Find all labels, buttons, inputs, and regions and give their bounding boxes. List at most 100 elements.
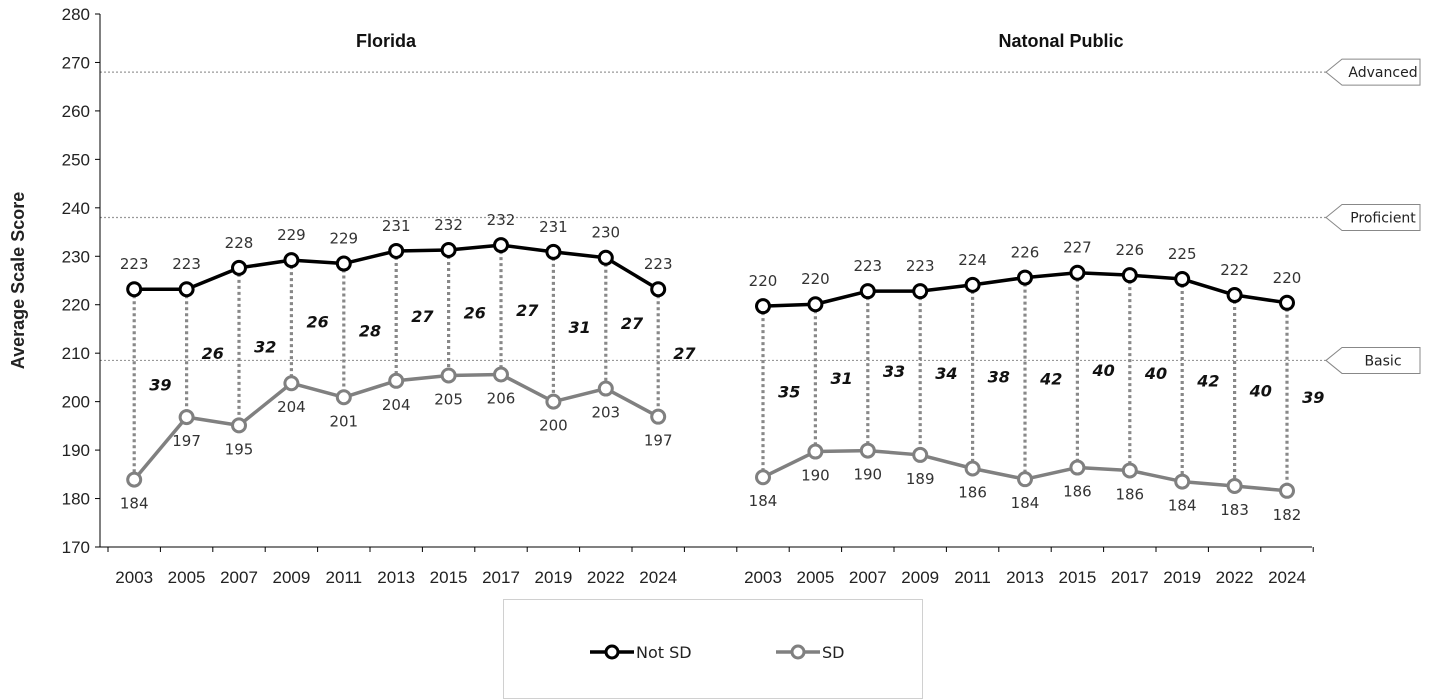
gap-label: 26 <box>306 313 328 332</box>
value-label-sd: 184 <box>1011 494 1040 512</box>
data-point-sd <box>1121 462 1138 479</box>
gap-label: 40 <box>1091 361 1114 380</box>
data-point-not-sd <box>650 281 667 298</box>
x-tick-label-2007: 2007 <box>849 568 887 587</box>
data-point-not-sd <box>440 241 457 258</box>
panel-title-0: Florida <box>356 31 417 51</box>
value-label-sd: 186 <box>958 484 987 502</box>
x-tick-label-2005: 2005 <box>796 568 834 587</box>
x-tick-label-2015: 2015 <box>1058 568 1096 587</box>
value-label-sd: 200 <box>539 417 568 435</box>
x-tick-label-2007: 2007 <box>220 568 258 587</box>
gap-label: 28 <box>359 321 381 340</box>
value-label-not-sd: 232 <box>487 211 516 229</box>
data-point-not-sd <box>597 249 614 266</box>
data-point-not-sd <box>493 237 509 254</box>
gap-label: 35 <box>778 383 800 402</box>
benchmark-tag-basic <box>1325 346 1421 374</box>
value-label-sd: 197 <box>644 432 673 450</box>
gap-label: 39 <box>1302 388 1324 407</box>
legend-label-not-sd: Not SD <box>636 642 692 662</box>
y-tick-label-190: 190 <box>62 441 90 460</box>
data-point-not-sd <box>178 281 195 298</box>
data-point-sd <box>859 442 876 459</box>
value-label-sd: 197 <box>172 432 201 450</box>
y-tick-label-280: 280 <box>62 5 90 24</box>
data-point-not-sd <box>1279 294 1295 311</box>
y-tick-label-180: 180 <box>62 490 90 509</box>
x-tick-label-2009: 2009 <box>901 568 939 587</box>
x-tick-label-2005: 2005 <box>168 568 206 587</box>
gap-label: 33 <box>883 362 905 381</box>
y-tick-label-210: 210 <box>62 344 90 363</box>
gap-label: 31 <box>830 369 852 388</box>
data-point-sd <box>283 375 300 392</box>
value-label-not-sd: 225 <box>1168 245 1197 263</box>
value-label-not-sd: 220 <box>749 272 778 290</box>
data-point-not-sd <box>126 281 143 298</box>
value-label-not-sd: 226 <box>1011 244 1040 262</box>
value-label-sd: 189 <box>906 470 935 488</box>
value-label-not-sd: 232 <box>434 216 463 234</box>
y-tick-label-220: 220 <box>62 296 90 315</box>
value-label-not-sd: 223 <box>853 257 882 275</box>
value-label-not-sd: 223 <box>172 255 201 273</box>
value-label-not-sd: 231 <box>382 217 411 235</box>
value-label-sd: 183 <box>1220 501 1249 519</box>
gap-label: 31 <box>568 318 590 337</box>
y-tick-label-240: 240 <box>62 199 90 218</box>
gap-label: 27 <box>621 314 644 333</box>
x-tick-label-2024: 2024 <box>639 568 677 587</box>
x-tick-label-2022: 2022 <box>1216 568 1254 587</box>
gap-label: 39 <box>149 375 171 394</box>
data-point-sd <box>1226 477 1243 494</box>
data-point-sd <box>1017 471 1033 488</box>
legend-item-sd: SD <box>776 642 844 662</box>
value-label-not-sd: 228 <box>225 234 254 252</box>
gap-label: 40 <box>1249 381 1272 400</box>
x-tick-label-2017: 2017 <box>482 568 520 587</box>
data-point-sd <box>807 443 824 460</box>
data-point-sd <box>545 393 562 410</box>
y-axis-label: Average Scale Score <box>8 192 28 369</box>
value-label-sd: 184 <box>749 492 778 510</box>
value-label-sd: 204 <box>277 398 306 416</box>
value-label-sd: 195 <box>225 440 254 458</box>
gap-label: 34 <box>935 364 957 383</box>
data-point-sd <box>440 367 457 384</box>
gap-label: 42 <box>1039 369 1062 388</box>
legend-swatch-sd <box>776 644 820 660</box>
value-label-sd: 201 <box>329 412 358 430</box>
x-tick-label-2019: 2019 <box>1163 568 1201 587</box>
y-tick-label-270: 270 <box>62 53 90 72</box>
value-label-sd: 186 <box>1115 485 1144 503</box>
data-point-not-sd <box>1121 267 1138 284</box>
gap-label: 42 <box>1196 371 1219 390</box>
value-label-not-sd: 226 <box>1115 241 1144 259</box>
value-label-not-sd: 220 <box>1273 269 1302 287</box>
x-tick-label-2003: 2003 <box>744 568 782 587</box>
x-tick-label-2009: 2009 <box>272 568 310 587</box>
value-label-sd: 205 <box>434 390 463 408</box>
y-tick-label-260: 260 <box>62 102 90 121</box>
value-label-not-sd: 227 <box>1063 239 1092 257</box>
data-point-not-sd <box>1017 269 1033 286</box>
y-tick-label-170: 170 <box>62 538 90 557</box>
data-point-sd <box>388 372 405 389</box>
value-label-sd: 182 <box>1273 506 1302 524</box>
value-label-sd: 184 <box>1168 497 1197 515</box>
data-point-not-sd <box>283 252 300 269</box>
data-point-sd <box>964 460 981 477</box>
x-tick-label-2022: 2022 <box>587 568 625 587</box>
x-tick-label-2013: 2013 <box>377 568 415 587</box>
panel-title-1: Natonal Public <box>998 31 1123 51</box>
value-label-sd: 204 <box>382 396 411 414</box>
benchmark-tag-advanced <box>1325 58 1421 86</box>
legend: Not SD SD <box>503 599 923 699</box>
value-label-sd: 190 <box>853 466 882 484</box>
value-label-not-sd: 223 <box>644 255 673 273</box>
data-point-sd <box>231 417 247 434</box>
x-tick-label-2024: 2024 <box>1268 568 1306 587</box>
x-tick-label-2011: 2011 <box>326 568 363 587</box>
